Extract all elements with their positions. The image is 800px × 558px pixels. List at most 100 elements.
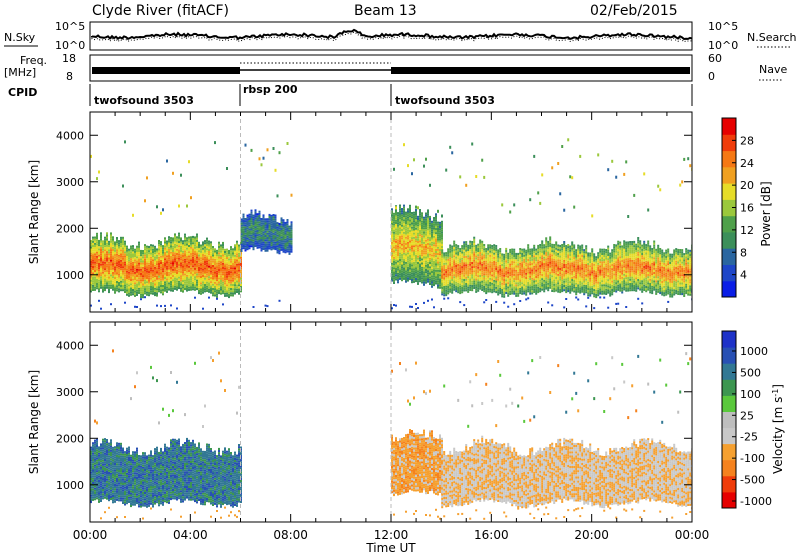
heatmap-cell xyxy=(277,241,279,243)
heatmap-cell xyxy=(457,277,459,279)
heatmap-cell xyxy=(130,262,132,264)
heatmap-cell xyxy=(94,262,96,264)
heatmap-cell xyxy=(545,265,547,267)
heatmap-cell xyxy=(543,250,545,252)
heatmap-cell xyxy=(216,285,218,287)
heatmap-cell xyxy=(96,285,98,287)
heatmap-cell xyxy=(226,295,228,297)
heatmap-cell xyxy=(265,229,267,231)
heatmap-cell xyxy=(397,241,399,243)
heatmap-cell xyxy=(401,239,403,241)
heatmap-cell xyxy=(275,242,277,244)
heatmap-cell xyxy=(413,226,415,228)
heatmap-cell xyxy=(236,266,238,268)
heatmap-cell xyxy=(188,276,190,278)
heatmap-cell xyxy=(431,231,433,233)
heatmap-cell xyxy=(531,263,533,265)
heatmap-cell xyxy=(287,250,289,252)
heatmap-cell xyxy=(527,286,529,288)
heatmap-cell xyxy=(415,303,417,305)
heatmap-cell xyxy=(243,218,245,220)
heatmap-cell xyxy=(433,230,435,232)
heatmap-cell xyxy=(477,275,479,277)
heatmap-cell xyxy=(160,291,162,293)
heatmap-cell xyxy=(289,247,291,249)
heatmap-cell xyxy=(551,261,553,263)
heatmap-cell xyxy=(184,273,186,275)
heatmap-cell xyxy=(499,292,501,294)
heatmap-cell xyxy=(567,286,569,288)
heatmap-cell xyxy=(236,245,238,247)
heatmap-cell xyxy=(573,251,575,253)
heatmap-cell xyxy=(557,291,559,293)
heatmap-cell xyxy=(136,258,138,260)
heatmap-cell xyxy=(465,279,467,281)
heatmap-cell xyxy=(202,241,204,243)
heatmap-cell xyxy=(405,272,407,274)
heatmap-cell xyxy=(170,254,172,256)
heatmap-cell xyxy=(425,242,427,244)
freq-left-tick-top: 18 xyxy=(62,52,76,65)
heatmap-cell xyxy=(411,264,413,266)
heatmap-cell xyxy=(423,217,425,219)
heatmap-cell xyxy=(110,283,112,285)
heatmap-cell xyxy=(224,268,226,270)
heatmap-cell xyxy=(405,233,407,235)
heatmap-cell xyxy=(481,253,483,255)
heatmap-cell xyxy=(96,245,98,247)
heatmap-cell xyxy=(453,255,455,257)
heatmap-cell xyxy=(106,264,108,266)
heatmap-cell xyxy=(463,273,465,275)
heatmap-cell xyxy=(259,217,261,219)
heatmap-cell xyxy=(549,285,551,287)
heatmap-cell xyxy=(126,279,128,281)
heatmap-cell xyxy=(391,271,393,273)
heatmap-cell xyxy=(455,265,457,267)
heatmap-cell xyxy=(551,263,553,265)
heatmap-cell xyxy=(285,230,287,232)
heatmap-cell xyxy=(116,266,118,268)
heatmap-cell xyxy=(251,239,253,241)
heatmap-cell xyxy=(196,269,198,271)
heatmap-cell xyxy=(571,241,573,243)
heatmap-cell xyxy=(188,274,190,276)
heatmap-cell xyxy=(124,253,126,255)
heatmap-cell xyxy=(148,256,150,258)
heatmap-cell xyxy=(539,257,541,259)
heatmap-cell xyxy=(565,247,567,249)
heatmap-cell xyxy=(461,287,463,289)
heatmap-cell xyxy=(152,255,154,257)
heatmap-cell xyxy=(164,250,166,252)
heatmap-cell xyxy=(273,220,275,222)
heatmap-cell xyxy=(188,287,190,289)
heatmap-cell xyxy=(415,278,417,280)
heatmap-cell xyxy=(226,280,228,282)
heatmap-cell xyxy=(455,271,457,273)
heatmap-cell xyxy=(419,249,421,251)
heatmap-cell xyxy=(162,277,164,279)
heatmap-cell xyxy=(487,274,489,276)
heatmap-cell xyxy=(399,261,401,263)
heatmap-cell xyxy=(92,268,94,270)
heatmap-cell xyxy=(521,253,523,255)
heatmap-cell xyxy=(441,225,443,227)
heatmap-cell xyxy=(527,284,529,286)
heatmap-cell xyxy=(469,289,471,291)
heatmap-cell xyxy=(419,226,421,228)
heatmap-cell xyxy=(519,284,521,286)
heatmap-cell xyxy=(158,280,160,282)
heatmap-cell xyxy=(467,264,469,266)
heatmap-cell xyxy=(555,287,557,289)
heatmap-cell xyxy=(108,281,110,283)
heatmap-cell xyxy=(216,258,218,260)
heatmap-cell xyxy=(112,270,114,272)
heatmap-cell xyxy=(393,168,395,171)
heatmap-cell xyxy=(238,253,240,255)
heatmap-cell xyxy=(573,267,575,269)
heatmap-cell xyxy=(138,265,140,267)
heatmap-cell xyxy=(100,241,102,243)
heatmap-cell xyxy=(114,262,116,264)
heatmap-cell xyxy=(523,261,525,263)
heatmap-cell xyxy=(563,289,565,291)
heatmap-cell xyxy=(194,241,196,243)
